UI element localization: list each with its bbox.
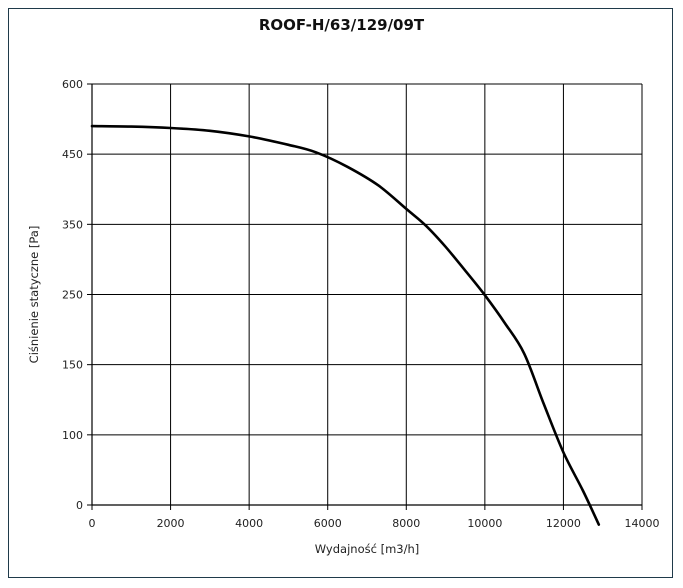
y-tick-label: 150: [62, 359, 83, 372]
y-tick-label: 100: [62, 429, 83, 442]
y-axis-label: Ciśnienie statyczne [Pa]: [27, 226, 41, 364]
x-tick-label: 12000: [546, 517, 581, 530]
series-line: [90, 124, 601, 526]
y-tick-label: 450: [62, 148, 83, 161]
chart-frame: [8, 8, 673, 578]
x-axis-label: Wydajność [m3/h]: [315, 542, 419, 556]
y-tick-label: 250: [62, 289, 83, 302]
x-tick-labels: 0 2000 4000 6000 8000 10000 12000 14000: [89, 517, 660, 530]
y-tick-label: 0: [76, 499, 83, 512]
chart-title: ROOF-H/63/129/09T: [258, 16, 425, 34]
axes: [87, 83, 643, 510]
y-tick-label: 350: [62, 218, 83, 231]
x-tick-label: 10000: [467, 517, 502, 530]
y-tick-label: 600: [62, 78, 83, 91]
x-tick-label: 6000: [314, 517, 342, 530]
x-tick-label: 0: [89, 517, 96, 530]
x-tick-label: 4000: [235, 517, 263, 530]
grid-lines: [92, 83, 643, 505]
y-tick-labels: 0 100 150 250 350 450 600: [62, 78, 83, 512]
x-tick-label: 14000: [625, 517, 660, 530]
x-tick-label: 8000: [392, 517, 420, 530]
x-tick-label: 2000: [157, 517, 185, 530]
